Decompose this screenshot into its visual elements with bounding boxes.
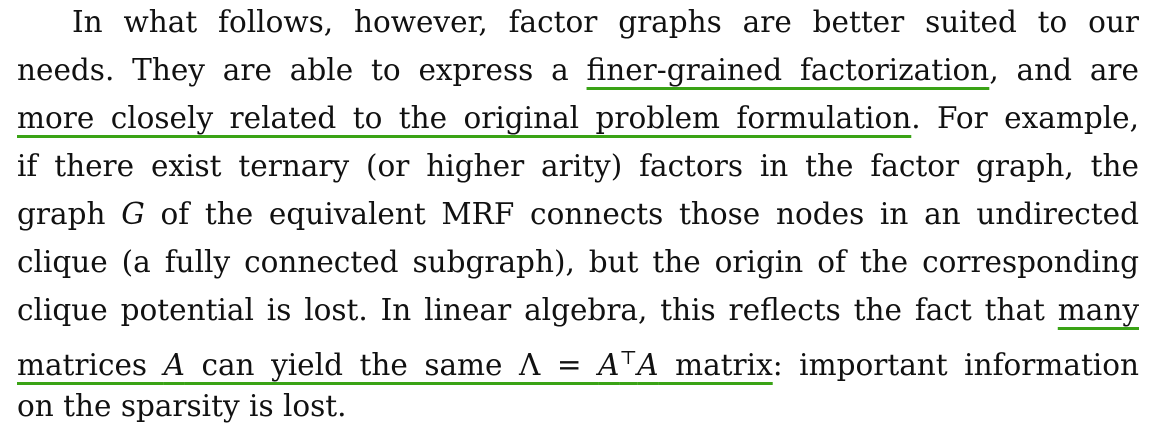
text-segment: , and are xyxy=(989,53,1139,87)
transpose-symbol: ⊤ xyxy=(619,347,638,369)
text-segment: . For example, xyxy=(911,101,1139,135)
math-a: A xyxy=(637,348,659,382)
text-line-9: on the sparsity is lost. xyxy=(17,389,347,423)
text-line-6: clique (a fully connected subgraph), but… xyxy=(17,245,1139,279)
text-segment: matrices xyxy=(17,348,164,382)
math-a: A xyxy=(163,348,185,382)
math-graph-g: G xyxy=(121,197,145,231)
text-segment: of the equivalent MRF connects those nod… xyxy=(144,197,1139,231)
highlight-matrices-equation: matrices A can yield the same Λ = A⊤A ma… xyxy=(17,347,773,382)
text-line-2: needs. They are able to express a finer-… xyxy=(17,48,1139,96)
text-segment: can yield the same Λ = xyxy=(184,348,599,382)
highlight-many: many xyxy=(1057,293,1139,327)
paragraph: In what follows, however, factor graphs … xyxy=(17,0,1139,432)
text-line-1: In what follows, however, factor graphs … xyxy=(72,5,1139,39)
highlight-problem-formulation: more closely related to the original pro… xyxy=(17,101,912,135)
math-a: A xyxy=(598,348,620,382)
text-segment: graph xyxy=(17,197,122,231)
text-line-8: matrices A can yield the same Λ = A⊤A ma… xyxy=(17,336,1139,384)
text-segment: needs. They are able to express a xyxy=(17,53,587,87)
text-line-3: more closely related to the original pro… xyxy=(17,96,1139,144)
text-segment: clique potential is lost. In linear alge… xyxy=(17,293,1058,327)
text-segment: matrix xyxy=(658,348,773,382)
text-segment: : important information xyxy=(772,348,1139,382)
text-line-4: if there exist ternary (or higher arity)… xyxy=(17,149,1139,183)
text-line-5: graph G of the equivalent MRF connects t… xyxy=(17,192,1139,240)
text-line-7: clique potential is lost. In linear alge… xyxy=(17,288,1139,336)
highlight-finer-grained-factorization: finer-grained factorization xyxy=(586,53,990,87)
